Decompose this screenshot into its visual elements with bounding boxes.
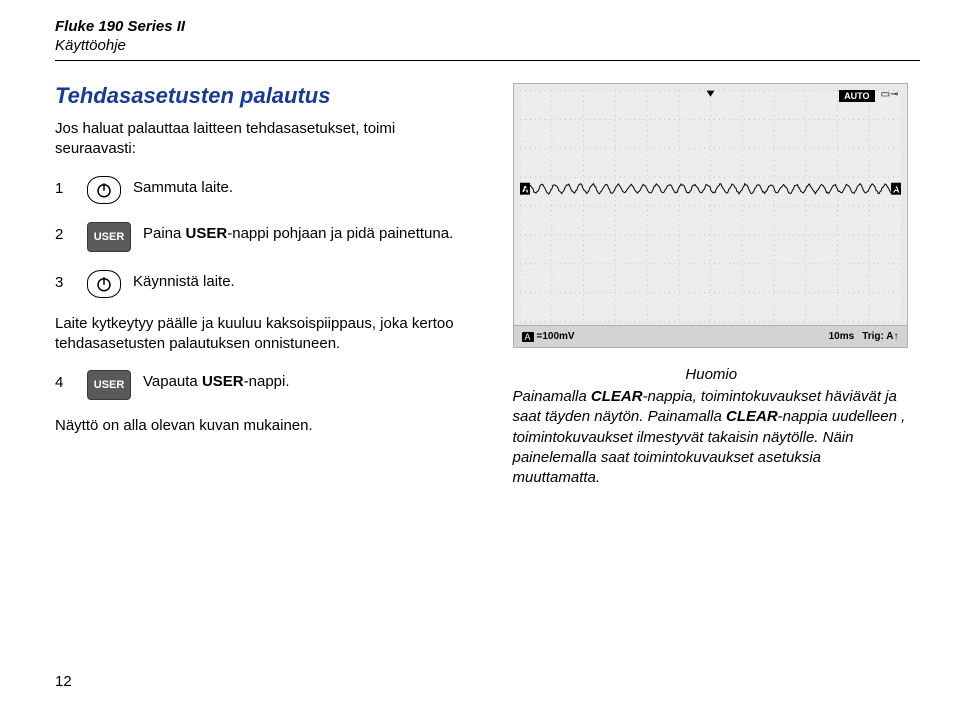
left-column: Tehdasasetusten palautus Jos haluat pala… [55, 83, 473, 488]
text-part: Painamalla [513, 388, 591, 405]
header-subtitle: Käyttöohje [55, 37, 920, 54]
timebase-trigger: 10ms Trig: A↑ [829, 331, 899, 342]
vdiv-value: =100mV [537, 331, 575, 342]
step-number: 3 [55, 268, 75, 291]
text-bold: CLEAR [591, 388, 643, 405]
scope-svg: AA [520, 90, 901, 322]
power-icon [87, 270, 121, 298]
scope-status-bar: A =100mV 10ms Trig: A↑ [514, 325, 907, 347]
step-row: 3 Käynnistä laite. [55, 268, 473, 298]
user-button-icon: USER [87, 370, 131, 400]
text-part: Paina [143, 225, 186, 242]
text-bold: CLEAR [726, 408, 778, 425]
right-column: AA AUTO ▭⊸ A =100mV 10ms Trig: A↑ Huomio… [503, 83, 921, 488]
step-row: 1 Sammuta laite. [55, 174, 473, 204]
header-rule [55, 60, 920, 61]
step-row: 4 USER Vapauta USER-nappi. [55, 368, 473, 400]
notice-title: Huomio [503, 366, 921, 383]
step-number: 1 [55, 174, 75, 197]
step-text: Sammuta laite. [133, 174, 233, 198]
page-number: 12 [55, 673, 72, 690]
notice-body: Painamalla CLEAR-nappia, toimintokuvauks… [503, 387, 921, 488]
text-bold: USER [202, 373, 244, 390]
step-row: 2 USER Paina USER-nappi pohjaan ja pidä … [55, 220, 473, 252]
power-icon [87, 176, 121, 204]
step-text: Paina USER-nappi pohjaan ja pidä painett… [143, 220, 453, 244]
intro-text: Jos haluat palauttaa laitteen tehdasaset… [55, 119, 473, 160]
step-text: Käynnistä laite. [133, 268, 235, 292]
steps-list-2: 4 USER Vapauta USER-nappi. [55, 368, 473, 400]
paragraph: Näyttö on alla olevan kuvan mukainen. [55, 416, 473, 436]
probe-icon: ▭⊸ [881, 89, 899, 100]
user-button-icon: USER [87, 222, 131, 252]
section-title: Tehdasasetusten palautus [55, 83, 473, 109]
tdiv-value: 10ms [829, 331, 855, 342]
auto-badge: AUTO [839, 90, 874, 102]
content-columns: Tehdasasetusten palautus Jos haluat pala… [55, 83, 920, 488]
text-bold: USER [186, 225, 228, 242]
paragraph: Laite kytkeytyy päälle ja kuuluu kaksois… [55, 314, 473, 355]
text-part: -nappi. [244, 373, 290, 390]
step-text: Vapauta USER-nappi. [143, 368, 290, 392]
text-part: Vapauta [143, 373, 202, 390]
step-number: 2 [55, 220, 75, 243]
channel-vdiv: A =100mV [522, 331, 575, 342]
channel-badge: A [522, 332, 534, 342]
steps-list: 1 Sammuta laite. 2 USER Paina USER-nappi… [55, 174, 473, 298]
scope-graph-area: AA [520, 90, 901, 322]
trigger-value: Trig: A↑ [862, 331, 898, 342]
oscilloscope-screenshot: AA AUTO ▭⊸ A =100mV 10ms Trig: A↑ [513, 83, 908, 348]
text-part: -nappi pohjaan ja pidä painettuna. [227, 225, 453, 242]
step-number: 4 [55, 368, 75, 391]
header-product: Fluke 190 Series II [55, 18, 920, 35]
